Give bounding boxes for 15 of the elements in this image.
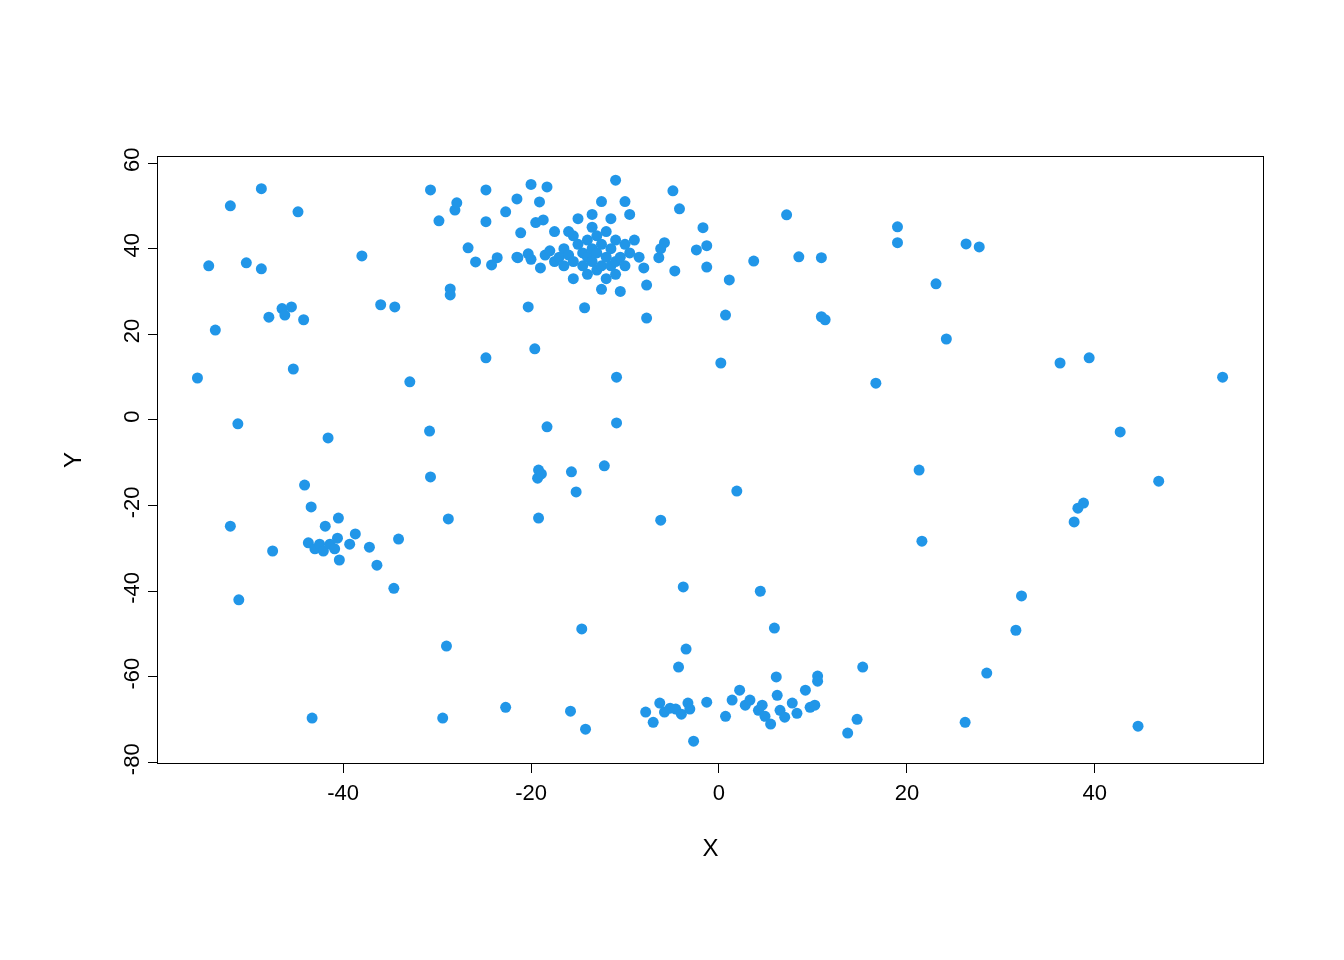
y-tick-label: -80 (119, 743, 145, 776)
y-tick-label: 20 (119, 318, 145, 344)
y-tick-label: 60 (119, 147, 145, 172)
y-tick-label: 0 (119, 410, 145, 423)
x-tick-label: 40 (1082, 779, 1108, 805)
x-axis-title: X (702, 833, 719, 861)
x-tick-label: -20 (515, 779, 547, 805)
y-tick-label: -40 (119, 572, 145, 604)
y-tick-label: -20 (119, 486, 145, 519)
y-axis-title: Y (59, 451, 87, 469)
x-tick-label: 20 (894, 779, 920, 805)
x-tick-label: -40 (327, 779, 360, 805)
x-tick-label: 0 (712, 779, 726, 805)
y-tick-label: -60 (119, 657, 145, 690)
y-tick-label: 40 (119, 233, 145, 258)
